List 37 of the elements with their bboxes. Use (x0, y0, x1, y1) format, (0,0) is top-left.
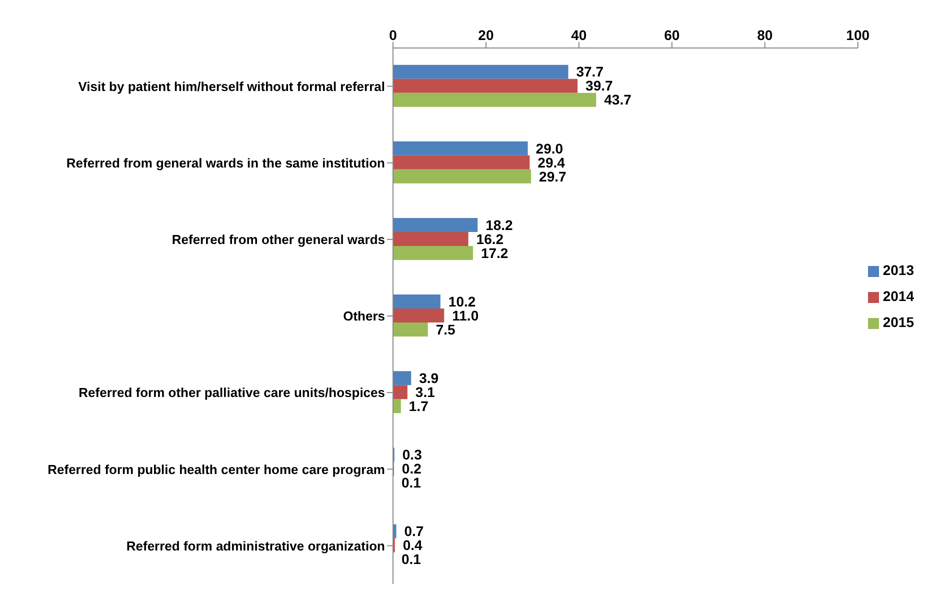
x-tick-label: 80 (757, 27, 773, 43)
x-tick-label: 20 (478, 27, 494, 43)
data-label: 7.5 (436, 321, 456, 338)
data-label: 43.7 (604, 92, 632, 108)
y-tick-label: Referred form public health center home care program (48, 462, 385, 477)
x-tick-label: 60 (664, 27, 680, 43)
y-tick-label: Referred from general wards in the same institution (66, 155, 386, 170)
data-label: 0.1 (401, 551, 422, 568)
legend-label: 2015 (882, 314, 914, 330)
data-label: 10.2 (448, 293, 476, 310)
y-tick-label: Others (343, 308, 385, 324)
data-label: 3.9 (419, 370, 439, 386)
x-tick-label: 100 (846, 27, 870, 43)
data-label: 0.3 (402, 446, 422, 463)
data-label: 37.7 (576, 64, 604, 80)
legend-label: 2014 (882, 288, 914, 304)
data-label: 29.7 (539, 168, 567, 184)
data-label: 0.1 (401, 474, 422, 491)
data-label: 29.0 (536, 140, 564, 156)
y-tick-label: Referred form administrative organization (126, 538, 386, 554)
data-label: 3.1 (415, 384, 436, 400)
x-tick-label: 40 (571, 27, 587, 43)
data-label: 0.2 (402, 460, 422, 477)
y-tick-label: Referred form other palliative care units/hospices (78, 385, 385, 400)
data-label: 0.7 (404, 523, 424, 540)
y-tick-label: Referred from other general wards (172, 232, 385, 248)
legend-label: 2013 (882, 262, 914, 278)
data-label: 29.4 (538, 154, 566, 170)
data-label: 17.2 (480, 244, 508, 261)
y-tick-label: Visit by patient him/herself without formal referral (78, 78, 385, 94)
data-label: 0.4 (402, 537, 423, 554)
data-label: 11.0 (452, 307, 479, 324)
data-label: 39.7 (586, 78, 614, 94)
data-label: 16.2 (476, 230, 504, 247)
x-tick-label: 0 (389, 27, 398, 43)
data-label: 1.7 (408, 398, 429, 414)
data-label: 18.2 (486, 216, 514, 233)
